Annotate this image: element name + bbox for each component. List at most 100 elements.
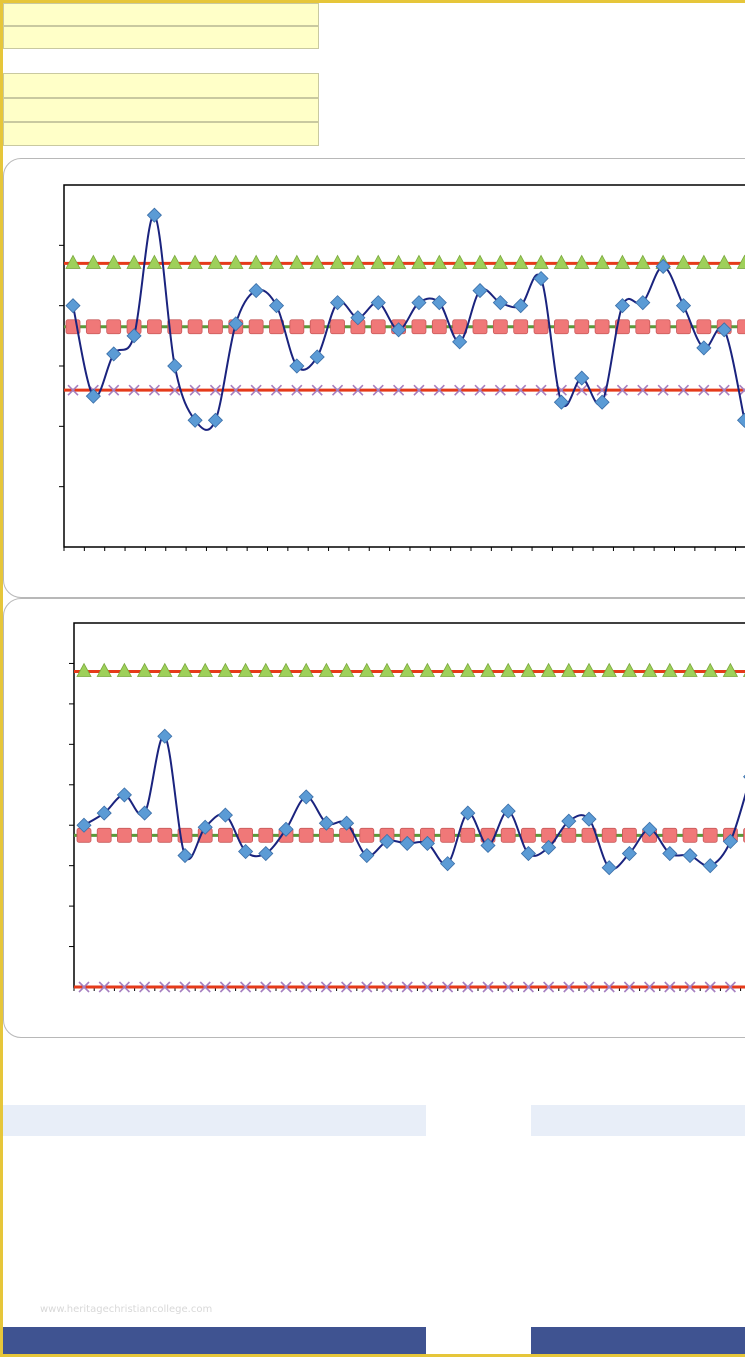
data-point	[137, 805, 153, 821]
lcl-marker	[515, 384, 527, 396]
ucl-marker	[411, 254, 427, 269]
ucl-marker	[207, 254, 224, 269]
data-point	[278, 821, 294, 837]
center-marker	[208, 319, 223, 335]
ucl-marker	[553, 254, 570, 269]
center-marker	[157, 827, 173, 843]
data-point	[96, 805, 112, 821]
data-point	[553, 394, 569, 410]
lcl-marker	[209, 384, 222, 396]
data-point	[635, 295, 651, 311]
ucl-marker	[258, 662, 274, 677]
lcl-marker	[372, 384, 384, 396]
ucl-marker	[157, 662, 173, 677]
data-point	[298, 789, 314, 805]
ucl-marker	[540, 662, 557, 677]
lcl-marker	[320, 981, 332, 993]
lcl-marker	[535, 384, 547, 396]
lcl-marker	[413, 384, 425, 396]
ucl-marker	[460, 662, 476, 677]
data-point	[492, 295, 508, 311]
input-cell-3[interactable]	[3, 73, 319, 98]
ucl-marker	[136, 662, 153, 677]
ucl-marker	[359, 662, 375, 677]
lcl-marker	[563, 981, 575, 993]
ucl-marker	[146, 254, 163, 269]
data-point	[614, 298, 631, 314]
data-point	[411, 295, 427, 311]
ucl-marker	[76, 662, 92, 677]
data-point	[480, 837, 496, 854]
ucl-marker	[379, 662, 395, 677]
input-cell-1[interactable]	[3, 3, 319, 26]
input-cell-5[interactable]	[3, 122, 319, 146]
data-point	[167, 358, 183, 374]
ucl-marker	[702, 662, 718, 677]
lcl-marker	[361, 981, 373, 993]
data-point	[85, 388, 101, 404]
lcl-marker	[352, 384, 364, 396]
ucl-marker	[399, 662, 415, 677]
data-point	[217, 807, 233, 823]
data-point	[675, 298, 692, 314]
center-marker	[737, 319, 745, 335]
data-point	[431, 295, 447, 311]
ucl-marker	[419, 662, 436, 677]
chart-panel-1[interactable]	[3, 158, 745, 598]
lcl-marker	[128, 384, 140, 396]
ucl-marker	[177, 662, 193, 677]
lcl-marker	[522, 981, 534, 993]
center-marker	[702, 827, 718, 843]
center-marker	[85, 319, 101, 335]
lcl-marker	[583, 981, 595, 993]
data-series-line	[72, 214, 745, 431]
data-point	[391, 322, 407, 338]
ucl-marker	[675, 254, 692, 269]
chart-panel-2[interactable]	[3, 598, 745, 1038]
lcl-marker	[179, 981, 191, 993]
data-point	[520, 845, 536, 862]
data-point	[177, 847, 193, 864]
ucl-marker	[309, 254, 325, 269]
data-point	[248, 283, 264, 299]
ucl-marker	[237, 662, 254, 677]
lcl-marker	[98, 981, 110, 993]
ucl-marker	[126, 254, 142, 269]
data-point	[574, 370, 590, 386]
center-marker	[298, 827, 314, 843]
center-marker	[289, 319, 305, 335]
lcl-marker	[291, 384, 303, 396]
lcl-marker	[189, 384, 201, 396]
center-marker	[561, 827, 577, 843]
data-point	[642, 821, 658, 837]
data-point	[157, 728, 173, 744]
input-cell-4[interactable]	[3, 98, 319, 122]
center-marker	[492, 319, 508, 335]
ucl-marker	[500, 662, 516, 677]
data-point	[472, 283, 488, 299]
summary-header-right	[531, 1105, 745, 1136]
ucl-marker	[197, 662, 213, 677]
center-marker	[601, 827, 617, 843]
data-point	[126, 328, 142, 344]
center-marker	[696, 319, 712, 335]
data-point	[116, 787, 132, 803]
input-cell-2[interactable]	[3, 26, 319, 49]
ucl-marker	[480, 662, 496, 677]
ucl-marker	[298, 662, 314, 677]
center-marker	[513, 319, 529, 335]
lcl-marker	[240, 981, 252, 993]
center-marker	[117, 827, 132, 843]
center-marker	[248, 319, 264, 335]
lcl-marker	[331, 384, 344, 396]
lcl-marker	[401, 981, 413, 993]
center-marker	[594, 319, 610, 335]
lcl-marker	[543, 981, 555, 993]
data-point	[696, 340, 712, 356]
lcl-marker	[159, 981, 171, 993]
ucl-marker	[696, 254, 712, 269]
lcl-marker	[230, 384, 242, 396]
lcl-marker	[118, 981, 130, 993]
lcl-marker	[502, 981, 514, 993]
center-marker	[137, 827, 153, 843]
